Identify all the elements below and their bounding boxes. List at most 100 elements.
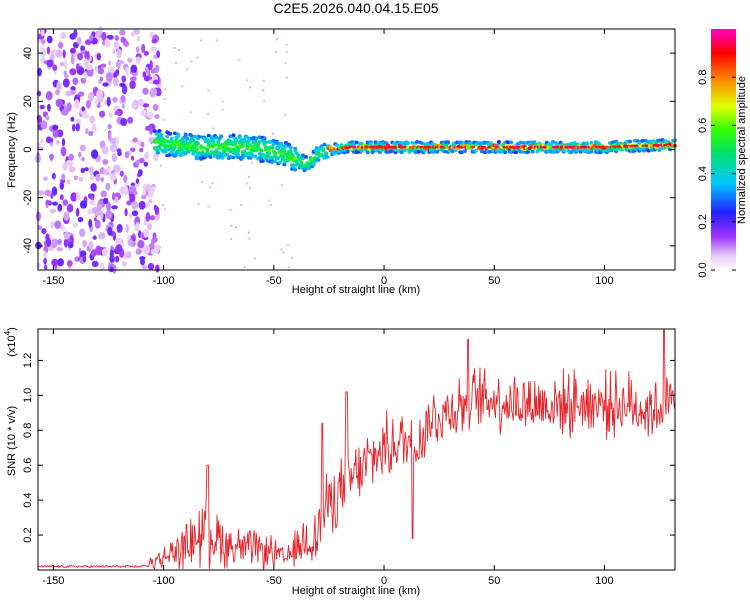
spectrogram-cell [271,138,276,143]
spectrogram-cell [154,132,159,136]
spectrogram-cell [62,49,66,59]
spectrogram-cell [189,134,194,138]
spectrogram-cell [150,249,155,255]
spectrogram-cell [78,151,82,158]
spectrogram-cell [143,161,148,167]
colorbar-tick-label: 0.4 [697,166,709,181]
spectrogram-cell [46,35,53,44]
spectrogram-cell [101,31,107,41]
spectrogram-cell [63,211,70,221]
spectrogram-cell [108,112,113,118]
spectrogram-cell [131,103,137,109]
spectrogram-cell [95,173,101,182]
spectrogram-cell [398,140,403,145]
spectrogram-cell [643,138,648,143]
spectrogram-cell [94,30,102,36]
spectrogram-cell [123,174,128,183]
spectrogram-cell [104,38,111,48]
spectrogram-cell [219,134,224,139]
spectrogram-cell [267,151,271,155]
spectrogram-cell [290,256,293,259]
spectrogram-cell [149,215,156,221]
spectrogram-cell [46,237,52,247]
spectrogram-cell [257,140,262,144]
spectrogram-cell [74,99,80,109]
spectrogram-y-tick-label: -40 [22,238,34,254]
spectrogram-cell [280,158,285,162]
spectrogram-cell [100,190,108,198]
spectrogram-cell [172,131,177,136]
spectrogram-cell [93,217,97,222]
spectrogram-cell [62,78,70,88]
spectrogram-cell [176,139,180,144]
spectrogram-cell [211,136,216,141]
spectrogram-cell [119,186,126,195]
spectrogram-cell [47,103,51,112]
spectrogram-cell [166,140,171,144]
spectrogram-cell [59,181,65,190]
spectrogram-cell [638,144,643,148]
spectrogram-cell [251,148,256,153]
spectrogram-cell [518,149,523,154]
spectrogram-cell [205,153,210,157]
spectrogram-cell [270,203,273,206]
spectrogram-cell [73,29,78,39]
spectrogram-cell [152,103,159,112]
spectrogram-cell [535,149,540,154]
spectrogram-cell [114,35,120,41]
spectrogram-cell [248,176,250,178]
spectrogram-cell [149,87,158,96]
spectrogram-cell [99,167,105,175]
spectrogram-cell [62,199,69,206]
spectrogram-cell [268,199,271,202]
spectrogram-cell [422,149,427,153]
spectrogram-cell [112,71,118,79]
spectrogram-cell [48,137,54,143]
spectrogram-cell [112,264,117,274]
spectrogram-cell [56,81,62,91]
snr-x-tick-label: 0 [381,575,387,587]
spectrogram-cell [206,133,211,138]
colorbar-tick-label: 0.8 [697,70,709,85]
spectrogram-cell [68,153,74,161]
spectrogram-cell [285,43,288,46]
spectrogram-cell [85,39,92,46]
spectrogram-cell [151,46,157,52]
spectrogram-cell [284,114,287,117]
spectrogram-cell [324,151,329,155]
spectrogram-cell [163,97,166,100]
spectrogram-cell [85,99,92,109]
spectrogram-cell [223,144,228,149]
spectrogram-cell [59,61,64,67]
snr-y-tick-label: 0.8 [22,423,34,438]
spectrogram-cell [52,128,59,138]
spectrogram-cell [51,172,56,180]
spectrogram-cell [116,48,122,59]
spectrogram-cell [513,150,518,154]
snr-y-axis-label: SNR (10 * v/v) [6,406,18,476]
spectrogram-cell [155,264,160,273]
spectrogram-cell [164,208,167,211]
spectrogram-cell [60,146,67,157]
spectrogram-cell [57,258,64,267]
spectrogram-cell [322,142,327,147]
spectrogram-cell [156,50,161,59]
spectrogram-cell [147,201,151,208]
spectrogram-cells [35,26,677,274]
colorbar-tick-label: 0.6 [697,118,709,133]
spectrogram-cell [107,123,112,130]
spectrogram-cell [215,39,218,42]
spectrogram-cell [153,204,158,212]
spectrogram-cell [304,155,308,159]
spectrogram-cell [478,141,483,145]
colorbar-tick-label: 0.0 [697,262,709,277]
spectrogram-cell [221,100,224,103]
spectrogram-cell [331,147,336,151]
spectrogram-cell [354,140,359,145]
spectrogram-cell [123,40,130,47]
spectrogram-cell [52,124,59,131]
spectrogram-cell [280,184,283,187]
spectrogram-cell [111,153,117,163]
spectrogram-cell [248,86,251,89]
spectrogram-cell [287,265,290,268]
